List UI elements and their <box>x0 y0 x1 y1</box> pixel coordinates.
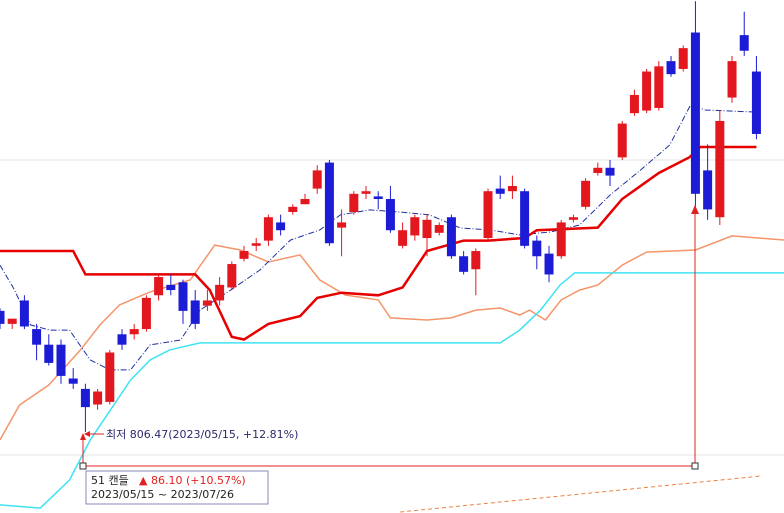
range-count: 51 캔들 <box>91 474 129 487</box>
candle-body <box>373 196 383 200</box>
candle-body <box>337 222 347 228</box>
candle-body <box>300 199 310 205</box>
low-note: 최저 806.47(2023/05/15, +12.81%) <box>106 428 298 441</box>
candle-body <box>166 284 176 291</box>
candle-body <box>410 217 420 236</box>
candle-body <box>434 225 444 233</box>
candle-body <box>80 388 90 408</box>
candle-body <box>202 300 212 306</box>
candle-body <box>227 264 237 288</box>
range-period: 2023/05/15 ~ 2023/07/26 <box>91 488 234 501</box>
candle-body <box>459 256 469 272</box>
candle-body <box>7 318 17 324</box>
indicator-line <box>0 272 784 509</box>
candle-body <box>532 240 542 257</box>
candle-body <box>117 334 127 345</box>
candle-body <box>215 284 225 301</box>
indicator-lines <box>0 104 784 513</box>
candle-body <box>495 188 505 194</box>
candle-body <box>605 167 615 176</box>
candle-body <box>178 282 188 311</box>
candle-body <box>288 206 298 213</box>
candle-body <box>44 344 54 363</box>
candle-body <box>483 191 493 239</box>
handle <box>79 462 87 470</box>
indicator-line <box>400 475 761 513</box>
candle-body <box>56 344 66 376</box>
candle-body <box>703 170 713 210</box>
indicator-line <box>0 145 757 341</box>
annotations: 최저 806.47(2023/05/15, +12.81%) 51 캔들 ▲ 8… <box>79 205 699 505</box>
candle-body <box>312 170 322 189</box>
candle-body <box>422 219 432 239</box>
candle-body <box>520 191 530 246</box>
candle-body <box>154 277 164 296</box>
arrow-head <box>84 431 90 437</box>
candle-body <box>727 61 737 98</box>
candle-body <box>398 230 408 246</box>
range-box <box>85 470 269 505</box>
candle-body <box>678 48 688 69</box>
handle <box>691 462 699 470</box>
candle-body <box>568 217 578 220</box>
indicator-line <box>0 235 784 441</box>
candle-body <box>544 253 554 275</box>
candle-body <box>68 378 78 384</box>
candle-body <box>276 222 286 231</box>
candle-body <box>556 222 566 257</box>
candle-body <box>581 180 591 207</box>
candle-body <box>129 329 139 335</box>
candle-body <box>32 329 42 345</box>
candle-body <box>0 310 5 324</box>
candle-body <box>361 191 371 194</box>
candle-body <box>715 120 725 218</box>
candle-body <box>471 251 481 270</box>
candle-body <box>690 32 700 194</box>
candle-body <box>654 66 664 108</box>
candle-body <box>385 199 395 231</box>
candle-body <box>105 352 115 402</box>
candle-body <box>251 243 261 246</box>
candle-body <box>141 297 151 330</box>
candle-body <box>642 71 652 111</box>
candle-body <box>263 217 273 241</box>
candle-body <box>93 391 103 405</box>
candles <box>0 1 761 432</box>
candle-body <box>617 123 627 158</box>
candle-body <box>19 300 29 327</box>
arrow-head <box>691 205 699 214</box>
candle-body <box>324 162 334 244</box>
arrow-head <box>80 433 86 440</box>
range-change: ▲ 86.10 (+10.57%) <box>139 474 246 487</box>
candle-body <box>666 61 676 75</box>
candle-body <box>751 71 761 134</box>
candle-body <box>446 217 456 257</box>
candle-body <box>349 193 359 213</box>
candle-body <box>593 167 603 173</box>
candle-body <box>739 35 749 51</box>
candle-body <box>629 94 639 114</box>
candle-body <box>507 186 517 192</box>
candle-body <box>190 300 200 324</box>
candle-body <box>239 251 249 259</box>
